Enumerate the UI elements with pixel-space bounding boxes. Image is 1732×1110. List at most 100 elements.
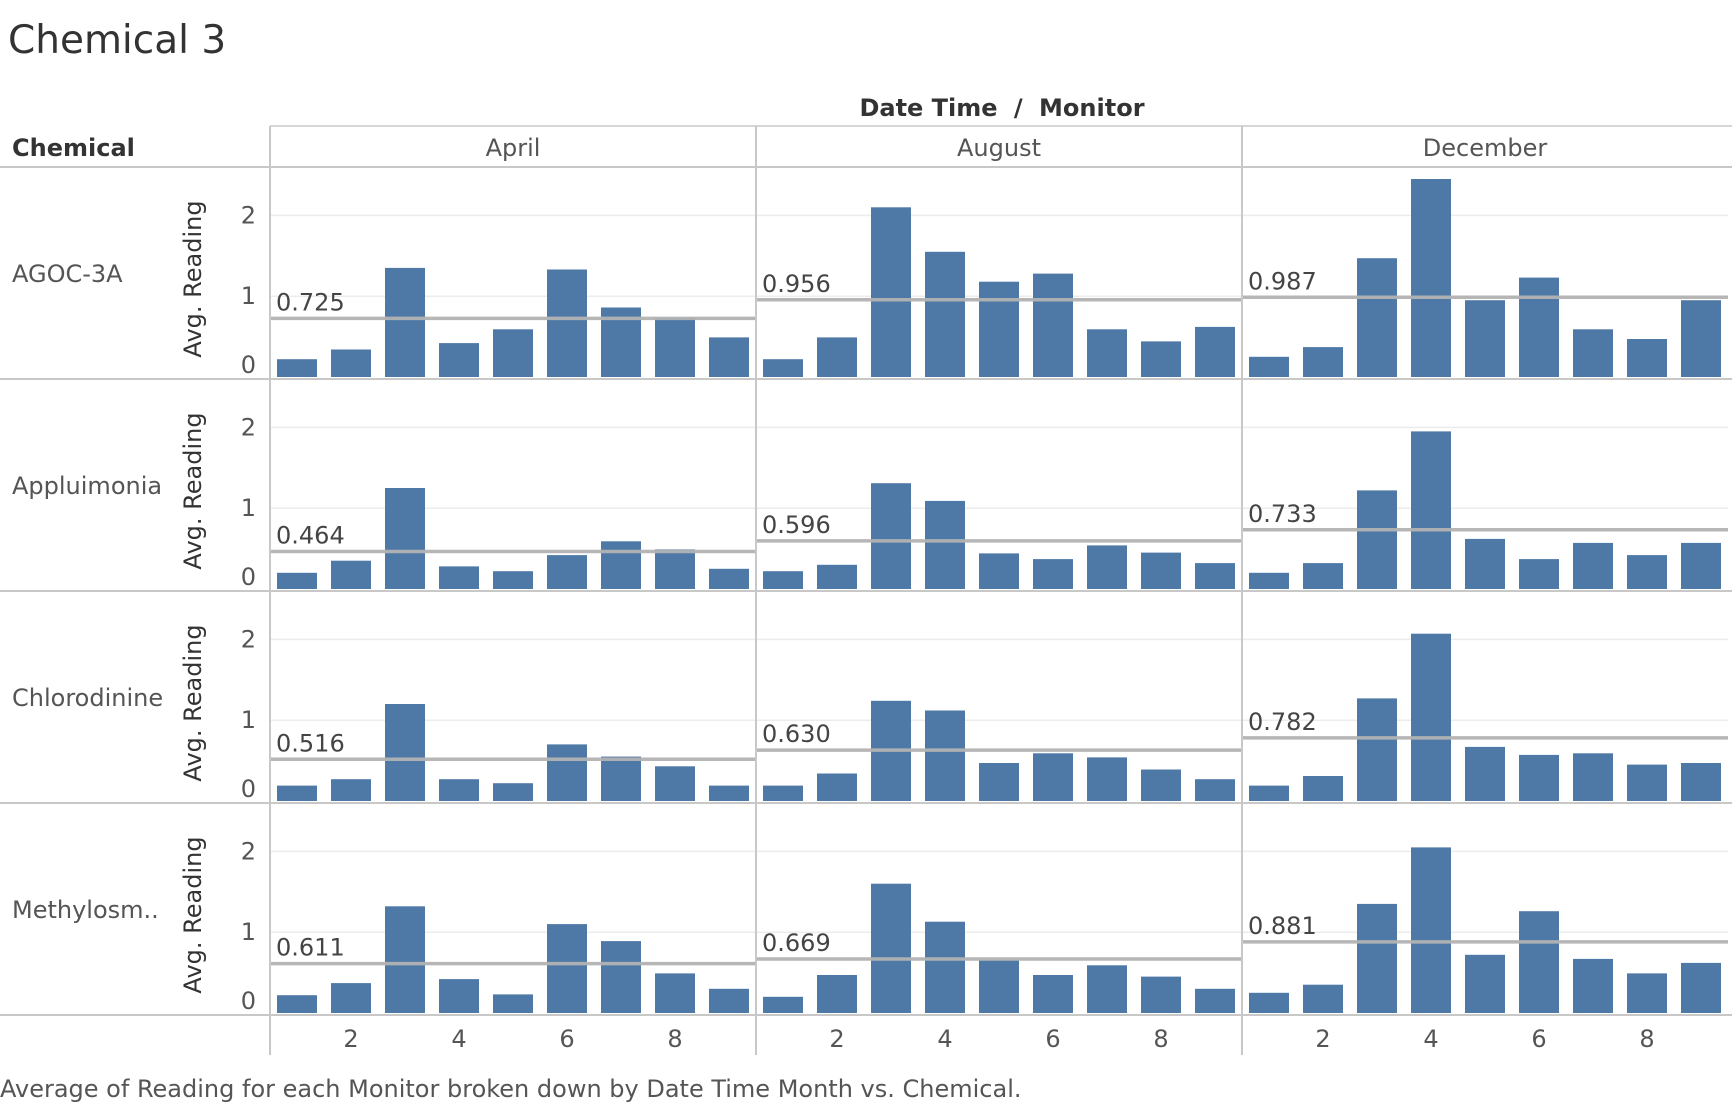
- y-axis-title: Avg. Reading: [179, 624, 207, 781]
- bar-methylosm-august-9: [1195, 988, 1235, 1013]
- bar-methylosm-december-3: [1357, 903, 1397, 1013]
- average-label-appluimonia-august: 0.596: [762, 511, 831, 539]
- bar-chlorodinine-august-7: [1087, 757, 1127, 801]
- average-label-methylosm-august: 0.669: [762, 929, 831, 957]
- bar-appluimonia-august-6: [1033, 559, 1073, 589]
- average-label-methylosm-december: 0.881: [1248, 912, 1317, 940]
- bar-methylosm-april-6: [547, 924, 587, 1013]
- x-tick-label: 8: [667, 1025, 682, 1053]
- row-label-appluimonia: Appluimonia: [12, 472, 162, 500]
- average-label-appluimonia-april: 0.464: [276, 522, 345, 550]
- bar-chlorodinine-december-1: [1249, 785, 1289, 801]
- bar-chlorodinine-april-7: [601, 756, 641, 801]
- y-axis-title: Avg. Reading: [179, 200, 207, 357]
- bar-chlorodinine-december-7: [1573, 753, 1613, 801]
- x-tick-label: 6: [559, 1025, 574, 1053]
- y-axis-title: Avg. Reading: [179, 836, 207, 993]
- panel-grid: [270, 214, 1728, 933]
- bar-methylosm-december-7: [1573, 958, 1613, 1013]
- bar-appluimonia-april-9: [709, 568, 749, 589]
- bar-methylosm-august-3: [871, 883, 911, 1013]
- bar-appluimonia-april-7: [601, 541, 641, 589]
- bar-agoc-3a-december-7: [1573, 329, 1613, 377]
- bar-agoc-3a-april-4: [439, 343, 479, 377]
- average-label-chlorodinine-april: 0.516: [276, 729, 345, 757]
- x-tick-label: 6: [1045, 1025, 1060, 1053]
- y-tick-label: 0: [241, 775, 256, 803]
- bar-methylosm-august-2: [817, 975, 857, 1013]
- y-tick-label: 2: [241, 413, 256, 441]
- bar-chlorodinine-april-9: [709, 785, 749, 801]
- bar-appluimonia-december-4: [1411, 431, 1451, 589]
- bar-methylosm-december-4: [1411, 847, 1451, 1013]
- bar-methylosm-april-3: [385, 906, 425, 1013]
- bars: [277, 179, 1721, 1013]
- column-header-left: Date Time: [859, 94, 997, 122]
- bar-appluimonia-april-4: [439, 566, 479, 589]
- y-axis-title: Avg. Reading: [179, 412, 207, 569]
- y-tick-label: 1: [241, 918, 256, 946]
- bar-chlorodinine-april-1: [277, 785, 317, 801]
- y-tick-label: 1: [241, 706, 256, 734]
- x-tick-label: 8: [1153, 1025, 1168, 1053]
- bar-methylosm-august-1: [763, 996, 803, 1013]
- bar-appluimonia-april-6: [547, 555, 587, 589]
- y-tick-label: 0: [241, 351, 256, 379]
- reference-lines: [270, 295, 1728, 966]
- y-tick-label: 0: [241, 987, 256, 1015]
- average-label-chlorodinine-august: 0.630: [762, 720, 831, 748]
- bar-appluimonia-december-1: [1249, 572, 1289, 589]
- bar-appluimonia-august-9: [1195, 563, 1235, 589]
- bar-methylosm-december-6: [1519, 911, 1559, 1013]
- bar-agoc-3a-april-5: [493, 329, 533, 377]
- x-tick-label: 2: [829, 1025, 844, 1053]
- average-label-agoc-3a-august: 0.956: [762, 270, 831, 298]
- bar-appluimonia-august-1: [763, 571, 803, 589]
- row-label-agoc-3a: AGOC-3A: [12, 260, 123, 288]
- column-header-right: Monitor: [1039, 94, 1145, 122]
- bar-methylosm-april-9: [709, 988, 749, 1013]
- bar-chlorodinine-august-9: [1195, 779, 1235, 801]
- bar-methylosm-april-5: [493, 994, 533, 1013]
- bar-agoc-3a-december-9: [1681, 300, 1721, 377]
- bar-appluimonia-april-5: [493, 571, 533, 589]
- bar-agoc-3a-december-5: [1465, 300, 1505, 377]
- x-tick-label: 2: [1315, 1025, 1330, 1053]
- column-header: Date Time / Monitor: [859, 94, 1144, 122]
- bar-methylosm-december-9: [1681, 962, 1721, 1013]
- column-label-august: August: [957, 134, 1041, 162]
- bar-appluimonia-august-2: [817, 564, 857, 589]
- bar-chlorodinine-april-6: [547, 744, 587, 801]
- bar-chlorodinine-august-5: [979, 763, 1019, 801]
- bar-agoc-3a-april-6: [547, 269, 587, 377]
- bar-agoc-3a-august-5: [979, 281, 1019, 377]
- bar-chlorodinine-april-3: [385, 704, 425, 801]
- bar-agoc-3a-august-7: [1087, 329, 1127, 377]
- x-tick-label: 4: [1423, 1025, 1438, 1053]
- bar-methylosm-december-2: [1303, 984, 1343, 1013]
- row-header-label: Chemical: [12, 134, 135, 162]
- bar-methylosm-april-4: [439, 979, 479, 1013]
- bar-appluimonia-december-7: [1573, 542, 1613, 589]
- bar-agoc-3a-december-4: [1411, 179, 1451, 377]
- bar-appluimonia-december-9: [1681, 542, 1721, 589]
- x-tick-label: 4: [937, 1025, 952, 1053]
- bar-appluimonia-december-6: [1519, 559, 1559, 589]
- frame: [0, 125, 1732, 1055]
- bar-appluimonia-april-2: [331, 560, 371, 589]
- bar-agoc-3a-august-6: [1033, 273, 1073, 377]
- bar-methylosm-december-1: [1249, 992, 1289, 1013]
- bar-agoc-3a-december-1: [1249, 356, 1289, 377]
- bar-appluimonia-august-4: [925, 500, 965, 589]
- bar-appluimonia-april-3: [385, 488, 425, 589]
- bar-methylosm-december-5: [1465, 954, 1505, 1013]
- average-label-agoc-3a-december: 0.987: [1248, 267, 1317, 295]
- bar-agoc-3a-december-6: [1519, 277, 1559, 377]
- bar-methylosm-april-7: [601, 941, 641, 1013]
- bar-chlorodinine-august-2: [817, 773, 857, 801]
- bar-agoc-3a-december-2: [1303, 347, 1343, 377]
- y-tick-label: 2: [241, 837, 256, 865]
- average-label-appluimonia-december: 0.733: [1248, 500, 1317, 528]
- column-header-sep: /: [1014, 94, 1023, 122]
- bar-methylosm-april-1: [277, 995, 317, 1013]
